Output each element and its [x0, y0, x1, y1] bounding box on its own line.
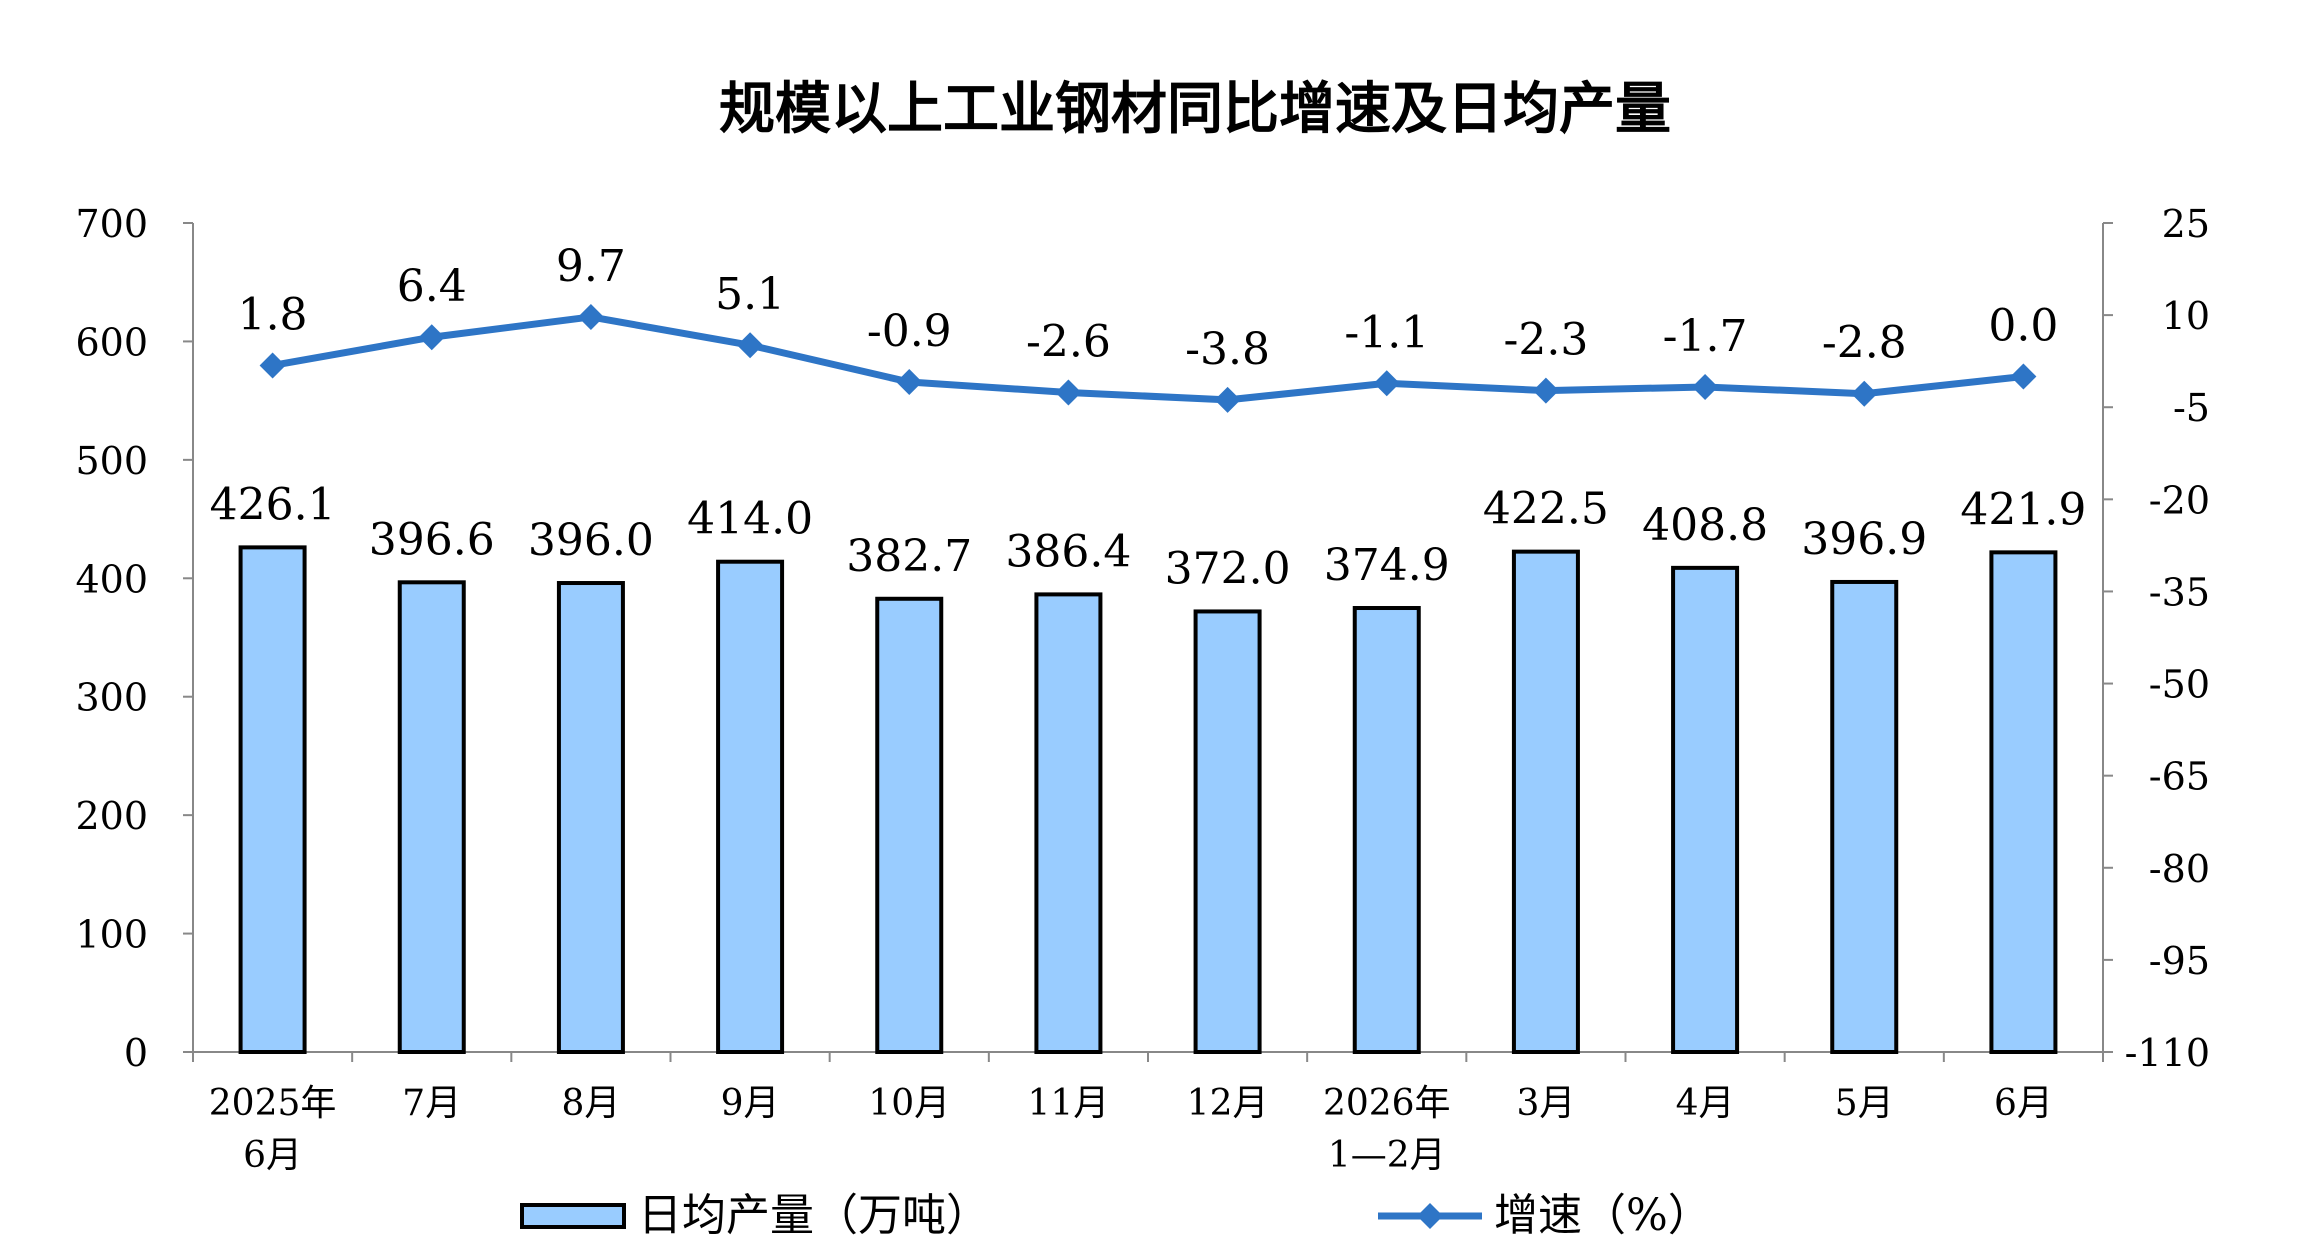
x-tick-label: 5月 — [1835, 1083, 1894, 1124]
line-value-label: -1.1 — [1344, 307, 1429, 358]
legend-line-label: 增速（%） — [1494, 1190, 1712, 1241]
y-right-tick-label: 25 — [2162, 202, 2210, 246]
bar — [556, 581, 625, 1054]
y-left-tick-label: 200 — [75, 794, 148, 838]
line-point-marker — [2010, 363, 2037, 390]
bar — [1830, 579, 1899, 1054]
x-tick-label: 2026年 — [1323, 1083, 1451, 1124]
x-tick-label: 1—2月 — [1328, 1135, 1446, 1176]
bar — [1034, 592, 1103, 1055]
line-value-label: -3.8 — [1185, 324, 1270, 375]
x-tick-label: 6月 — [243, 1135, 302, 1176]
y-right-tick-label: -50 — [2149, 663, 2210, 707]
bar-value-label: 422.5 — [1483, 484, 1609, 535]
y-right-tick-label: -80 — [2149, 847, 2210, 891]
x-tick-label: 11月 — [1028, 1083, 1110, 1124]
line-value-label: 9.7 — [556, 241, 626, 292]
line-point-marker — [259, 352, 286, 379]
line-value-label: -0.9 — [867, 306, 952, 357]
y-left-tick-label: 0 — [124, 1031, 148, 1075]
bar-value-label: 372.0 — [1165, 543, 1291, 594]
x-tick-label: 3月 — [1516, 1083, 1575, 1124]
y-left-tick-label: 400 — [75, 557, 148, 601]
x-tick-label: 7月 — [402, 1083, 461, 1124]
bar-series: 426.1 396.6 396.0 414.0 382.7 386.4 372.0 374.9… — [210, 479, 2086, 1055]
y-right-tick-label: -35 — [2149, 570, 2210, 614]
bar-value-label: 374.9 — [1324, 540, 1450, 591]
legend-line-marker — [1417, 1203, 1443, 1229]
line-point-marker — [1373, 370, 1400, 397]
bar-value-label: 408.8 — [1642, 500, 1768, 551]
line-value-label: 5.1 — [715, 269, 785, 320]
y-right-tick-label: -65 — [2149, 755, 2210, 799]
y-left-tick-label: 300 — [75, 676, 148, 720]
line-value-label: -2.8 — [1822, 318, 1907, 369]
bar-value-label: 396.6 — [369, 514, 495, 565]
line-point-marker — [1851, 380, 1878, 407]
bar-value-label: 414.0 — [687, 494, 813, 545]
bar — [1193, 609, 1262, 1055]
line-point-marker — [1214, 386, 1241, 413]
bar — [1352, 606, 1421, 1054]
growth-line — [271, 313, 2024, 404]
bar-value-label: 421.9 — [1960, 484, 2086, 535]
line-point-marker — [418, 324, 445, 351]
x-tick-label: 9月 — [721, 1083, 780, 1124]
bar-value-label: 386.4 — [1005, 526, 1131, 577]
bar-value-label: 396.0 — [528, 515, 654, 566]
line-value-label: -2.3 — [1503, 315, 1588, 366]
x-tick-label: 10月 — [868, 1083, 950, 1124]
line-point-marker — [896, 369, 923, 396]
y-right-tick-label: -20 — [2149, 478, 2210, 522]
line-point-marker — [1055, 379, 1082, 406]
legend: 日均产量（万吨） 增速（%） — [520, 1190, 1712, 1241]
line-point-marker — [1692, 373, 1719, 400]
y-right-tick-label: -5 — [2173, 386, 2210, 430]
x-tick-label: 8月 — [561, 1083, 620, 1124]
bar — [1989, 550, 2058, 1054]
bar — [716, 559, 785, 1054]
line-series: 1.8 6.4 9.7 5.1 -0.9 -2.6 -3.8 -1.1 -2.3 -1.7 -2.8… — [238, 241, 2058, 413]
line-point-marker — [1532, 377, 1559, 404]
y-left-tick-label: 100 — [75, 913, 148, 957]
x-tick-label: 12月 — [1187, 1083, 1269, 1124]
bar-value-label: 382.7 — [846, 531, 972, 582]
line-value-label: 1.8 — [238, 289, 308, 340]
chart-title: 规模以上工业钢材同比增速及日均产量 — [719, 77, 1671, 142]
y-left-tick-label: 600 — [75, 320, 148, 364]
x-tick-label: 6月 — [1994, 1083, 2053, 1124]
y-right-tick-label: 10 — [2162, 294, 2210, 338]
bar — [1511, 549, 1580, 1054]
y-left-tick-label: 700 — [75, 202, 148, 246]
line-value-label: -2.6 — [1026, 316, 1111, 367]
bar — [875, 596, 944, 1054]
line-value-label: -1.7 — [1663, 311, 1748, 362]
x-tick-label: 2025年 — [209, 1083, 337, 1124]
line-value-label: 0.0 — [1988, 301, 2058, 352]
axes: 0 100 200 300 400 500 600 700 25 10 -5 -20 -35 -50 -65… — [75, 202, 2210, 1176]
y-right-tick-label: -95 — [2149, 939, 2210, 983]
y-right-tick-label: -110 — [2125, 1031, 2210, 1075]
legend-bar-swatch — [520, 1203, 626, 1229]
line-point-marker — [577, 303, 604, 330]
bar — [397, 580, 466, 1054]
y-left-tick-label: 500 — [75, 439, 148, 483]
bar — [1671, 565, 1740, 1054]
legend-bar-label: 日均产量（万吨） — [638, 1190, 990, 1241]
x-tick-label: 4月 — [1676, 1083, 1735, 1124]
bar-value-label: 396.9 — [1801, 514, 1927, 565]
bar-value-label: 426.1 — [210, 479, 336, 530]
bar — [238, 545, 307, 1054]
line-point-marker — [737, 332, 764, 359]
line-value-label: 6.4 — [397, 261, 467, 312]
